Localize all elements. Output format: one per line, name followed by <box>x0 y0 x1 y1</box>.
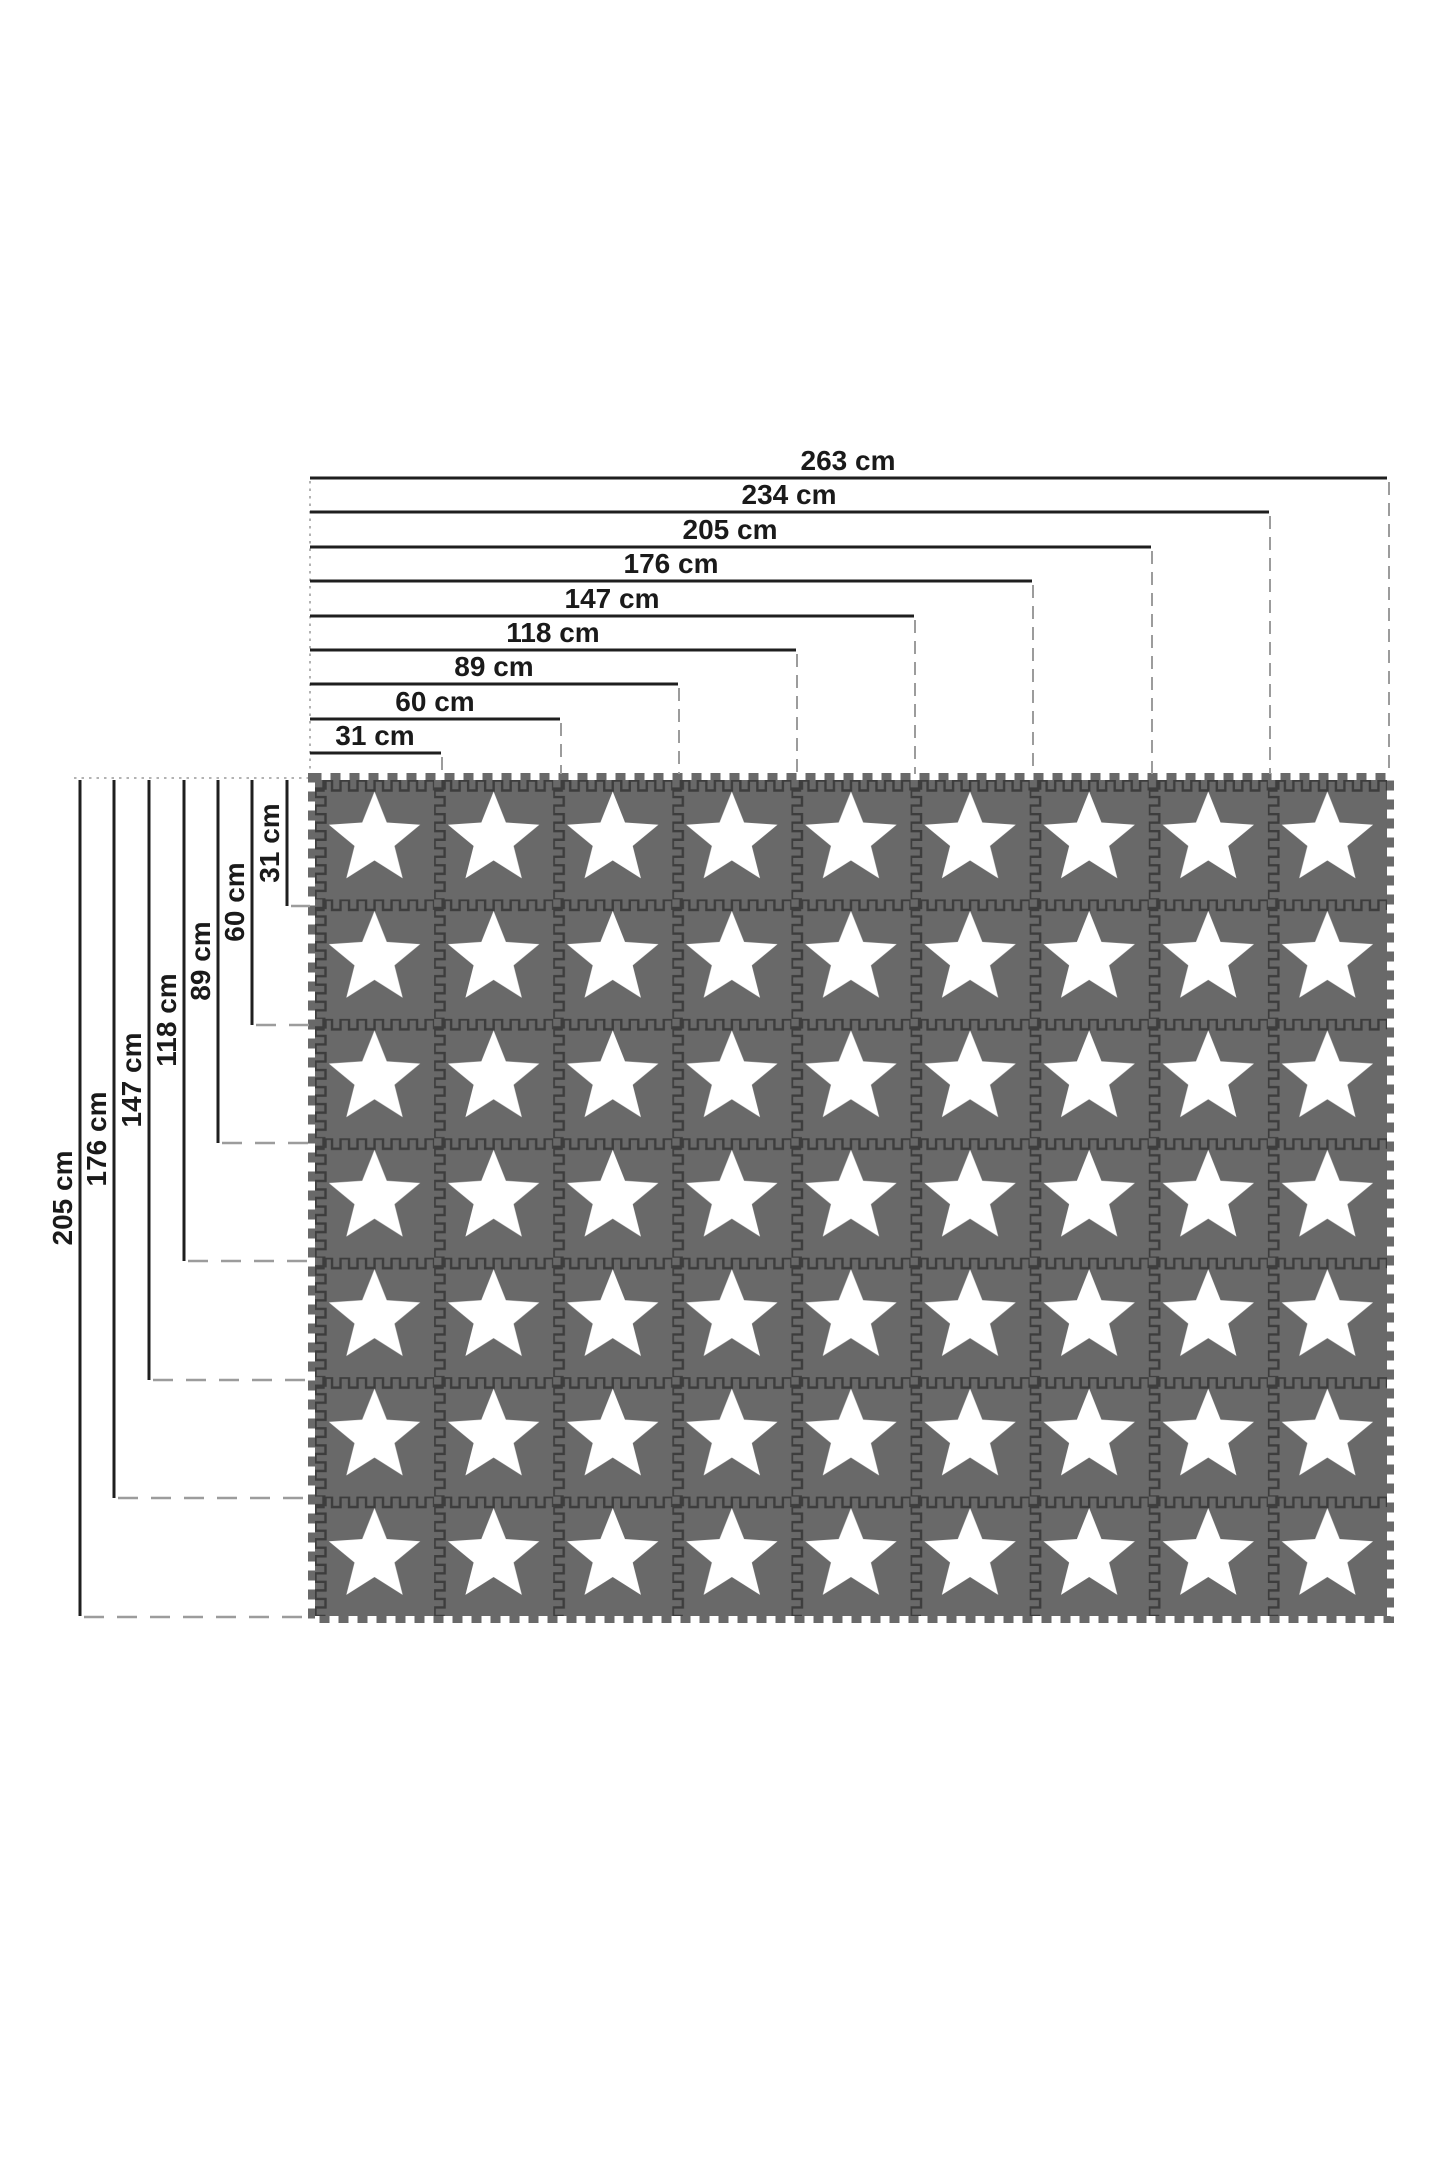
left-dimension-lines: 205 cm 176 cm 147 cm 118 cm 89 cm 60 cm … <box>47 780 310 1619</box>
dim-label-width-118: 118 cm <box>506 617 599 648</box>
play-mat <box>308 773 1394 1623</box>
dim-label-height-118: 118 cm <box>151 973 182 1066</box>
dim-label-width-205: 205 cm <box>683 514 778 545</box>
top-dimension-lines: 263 cm 234 cm 205 cm 176 cm 147 cm 118 c… <box>310 445 1390 774</box>
dim-label-width-147: 147 cm <box>565 583 660 614</box>
dim-label-height-31: 31 cm <box>254 803 285 882</box>
dim-label-width-176: 176 cm <box>624 548 719 579</box>
corner-guides <box>74 481 311 779</box>
dim-label-height-147: 147 cm <box>116 1033 147 1128</box>
mat-border-tabs <box>308 773 1394 1623</box>
dim-label-width-263: 263 cm <box>801 445 896 476</box>
dim-label-height-60: 60 cm <box>219 862 250 941</box>
dim-label-width-31: 31 cm <box>335 720 414 751</box>
dim-label-width-234: 234 cm <box>742 479 837 510</box>
dim-label-width-89: 89 cm <box>454 651 533 682</box>
dim-label-height-176: 176 cm <box>81 1092 112 1187</box>
dim-label-width-60: 60 cm <box>395 686 474 717</box>
dim-label-height-205: 205 cm <box>47 1151 78 1246</box>
dim-label-height-89: 89 cm <box>185 921 216 1000</box>
mat-tiles-grid <box>315 780 1387 1616</box>
